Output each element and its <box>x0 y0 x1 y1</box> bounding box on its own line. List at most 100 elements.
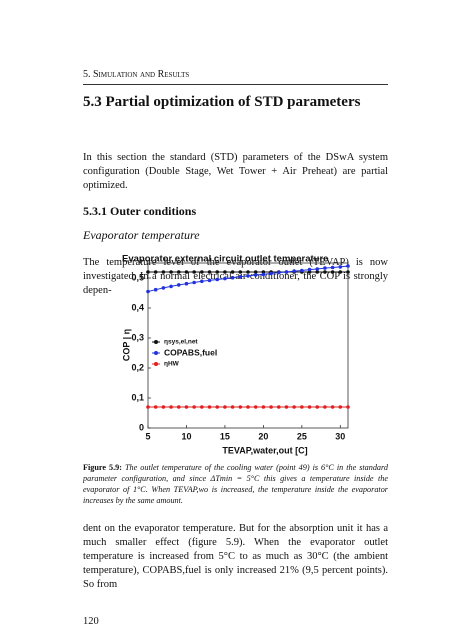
data-point <box>238 405 243 409</box>
y-tick-label: 0,3 <box>131 332 144 342</box>
caption-label: Figure 5.9: <box>83 463 122 472</box>
data-point <box>315 270 320 274</box>
y-tick-label: 0 <box>139 422 144 432</box>
x-tick-label: 10 <box>181 431 191 441</box>
data-point <box>223 276 227 281</box>
data-point <box>192 270 196 274</box>
data-point <box>323 405 327 409</box>
data-point <box>300 268 304 273</box>
data-point <box>284 270 289 274</box>
data-point <box>292 405 296 409</box>
y-tick-label: 0,5 <box>131 272 144 282</box>
data-point <box>146 405 150 409</box>
data-point <box>323 270 327 274</box>
y-axis-label: COP | η <box>121 329 131 361</box>
data-point <box>176 270 181 274</box>
y-tick-label: 0,2 <box>131 362 144 372</box>
data-point <box>346 405 350 409</box>
data-point <box>253 273 258 277</box>
data-point <box>223 270 227 274</box>
data-point <box>307 267 312 272</box>
data-point <box>246 270 250 274</box>
data-point <box>261 405 266 409</box>
subsubsection-title: Evaporator temperature <box>83 228 200 242</box>
data-point <box>200 279 204 284</box>
data-point <box>215 405 220 409</box>
data-point <box>238 275 243 279</box>
caption-text: The outlet temperature of the cooling wa… <box>83 463 389 505</box>
data-point <box>330 405 335 409</box>
data-point <box>330 265 335 270</box>
data-point <box>207 270 212 274</box>
data-point <box>300 405 304 409</box>
data-point <box>215 270 220 274</box>
legend-label: ηsys,el,net <box>164 339 198 346</box>
data-point <box>207 405 212 409</box>
data-point <box>176 405 181 409</box>
data-point <box>323 266 327 270</box>
data-point <box>192 280 196 285</box>
data-point <box>253 270 258 274</box>
data-point <box>192 405 196 409</box>
data-point <box>207 278 212 283</box>
running-head: 5. Simulation and Results <box>83 68 388 85</box>
data-point <box>153 405 158 409</box>
data-point <box>161 270 166 274</box>
data-point <box>246 405 250 409</box>
y-tick-label: 0,1 <box>131 392 144 402</box>
data-point <box>261 272 266 277</box>
page-number: 120 <box>83 616 99 627</box>
paragraph: In this section the standard (STD) param… <box>83 152 388 191</box>
data-point <box>246 274 250 278</box>
x-tick-label: 20 <box>258 431 268 441</box>
data-point <box>161 405 166 409</box>
data-point <box>346 270 350 274</box>
data-point <box>169 284 173 289</box>
data-point <box>169 405 173 409</box>
data-point <box>146 270 150 274</box>
subsection-title: 5.3.1 Outer conditions <box>83 204 197 218</box>
x-axis-label: TEVAP,water,out [C] <box>222 445 307 455</box>
data-point <box>200 405 204 409</box>
data-point <box>153 270 158 274</box>
data-point <box>284 405 289 409</box>
data-point <box>276 270 281 275</box>
x-tick-label: 30 <box>335 431 345 441</box>
data-point <box>338 265 343 269</box>
data-point <box>184 405 189 409</box>
data-point <box>215 277 220 282</box>
data-point <box>238 270 243 274</box>
data-point <box>315 267 320 271</box>
data-point <box>315 405 320 409</box>
data-point <box>338 405 343 409</box>
data-point <box>184 270 189 274</box>
data-point <box>176 283 181 287</box>
data-point <box>169 270 173 274</box>
x-tick-label: 5 <box>145 431 150 441</box>
section-title: 5.3 Partial optimization of STD paramete… <box>83 94 361 110</box>
data-point <box>161 286 166 290</box>
y-tick-label: 0,4 <box>131 302 144 312</box>
data-point <box>276 405 281 409</box>
data-point <box>200 270 204 274</box>
data-point <box>153 287 158 292</box>
x-tick-label: 25 <box>297 431 307 441</box>
data-point <box>292 269 296 273</box>
data-point <box>184 281 189 286</box>
figure-caption: Figure 5.9: The outlet temperature of th… <box>83 462 388 506</box>
data-point <box>230 270 235 274</box>
data-point <box>230 275 235 280</box>
chart-title: Evaporator external circuit outlet tempe… <box>122 254 328 265</box>
legend-label: COPABS,fuel <box>164 347 217 357</box>
data-point <box>338 270 343 274</box>
data-point <box>230 405 235 409</box>
data-point <box>346 264 350 268</box>
data-point <box>330 270 335 274</box>
data-point <box>269 271 273 276</box>
data-point <box>146 289 150 294</box>
paragraph: The temperature level of the evaporator … <box>83 257 388 296</box>
data-point <box>223 405 227 409</box>
data-point <box>307 405 312 409</box>
